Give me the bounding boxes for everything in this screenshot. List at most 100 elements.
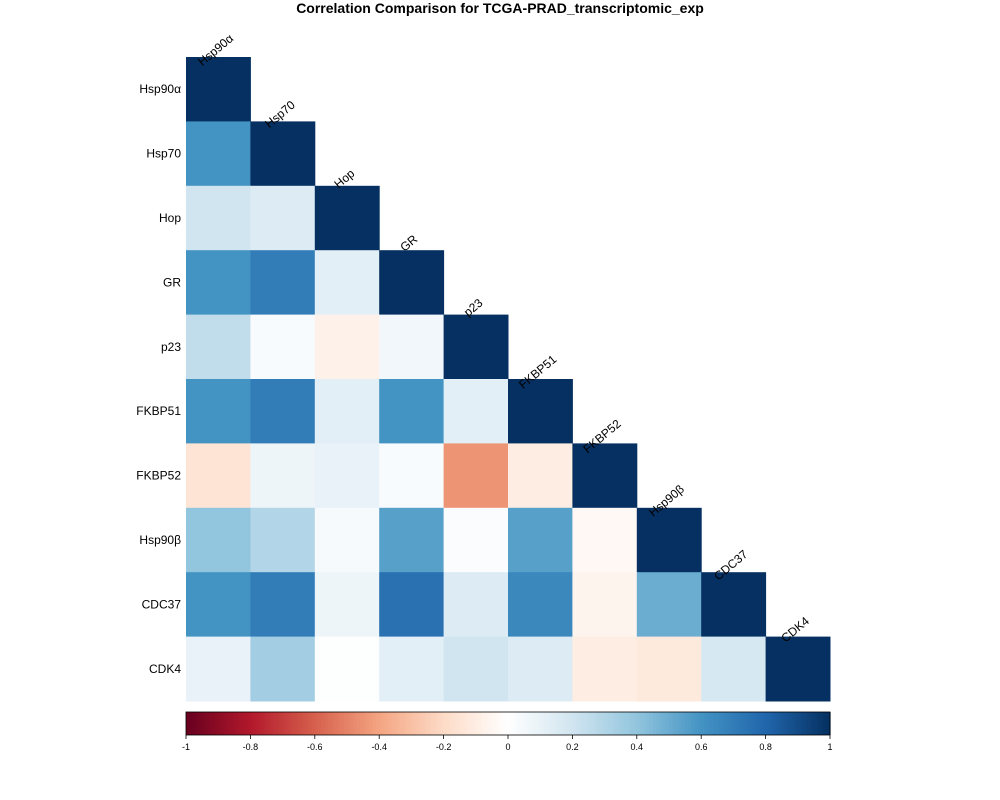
colorbar-segment [688, 712, 693, 735]
colorbar-segment [221, 712, 226, 735]
colorbar-segment [295, 712, 300, 735]
colorbar-segment [363, 712, 367, 735]
colorbar-segment [530, 712, 535, 735]
heatmap-cell [443, 443, 509, 509]
heatmap-cell [572, 443, 638, 509]
colorbar-segment [598, 712, 602, 735]
colorbar-segment [588, 712, 593, 735]
heatmap-cell [314, 314, 380, 380]
heatmap-cell [250, 121, 316, 187]
colorbar-segment [269, 712, 274, 735]
heatmap-cell [379, 250, 445, 316]
colorbar-segment [401, 712, 406, 735]
colorbar-segment [607, 712, 612, 735]
colorbar-segment [218, 712, 223, 735]
colorbar-segment [617, 712, 622, 735]
colorbar-segment [279, 712, 284, 735]
colorbar-segment [659, 712, 664, 735]
colorbar-segment [398, 712, 403, 735]
heatmap-cell [443, 636, 509, 702]
colorbar-segment [559, 712, 564, 735]
row-label: Hsp90α [139, 82, 181, 96]
colorbar-segment [640, 712, 644, 735]
colorbar-segment [823, 712, 828, 735]
row-label: FKBP52 [136, 469, 181, 483]
colorbar-segment [488, 712, 493, 735]
heatmap-cell [314, 443, 380, 509]
colorbar-segment [231, 712, 235, 735]
colorbar-segment [524, 712, 528, 735]
heatmap-cell [186, 185, 251, 251]
colorbar-segment [198, 712, 203, 735]
row-labels: Hsp90α Hsp70 Hop GR p23 FKBP51 FKBP52 Hsp90β CDC… [136, 82, 181, 676]
colorbar-segment [289, 712, 293, 735]
colorbar-segment [276, 712, 280, 735]
colorbar-segment [253, 712, 258, 735]
heatmap-cell [186, 57, 251, 122]
colorbar-segment [601, 712, 606, 735]
colorbar-segment [649, 712, 654, 735]
row-label: GR [163, 275, 181, 289]
colorbar-segment [382, 712, 387, 735]
colorbar-segment [697, 712, 702, 735]
colorbar-tick-label: -1 [182, 742, 190, 752]
colorbar-segment [694, 712, 699, 735]
colorbar-segment [817, 712, 821, 735]
colorbar-segment [388, 712, 393, 735]
heatmap-cell [443, 379, 509, 444]
colorbar-segment [704, 712, 709, 735]
colorbar-segment [369, 712, 374, 735]
colorbar-segment [456, 712, 461, 735]
colorbar-segment [508, 712, 512, 735]
heatmap-cell [314, 572, 380, 638]
heatmap-cell [186, 636, 251, 702]
colorbar-segment [234, 712, 239, 735]
colorbar-segment [627, 712, 631, 735]
colorbar-segment [443, 712, 448, 735]
colorbar-segment [453, 712, 458, 735]
colorbar-segment [759, 712, 763, 735]
colorbar-segment [656, 712, 660, 735]
colorbar-segment [662, 712, 667, 735]
colorbar-segment [669, 712, 673, 735]
colorbar-segment [424, 712, 429, 735]
colorbar-segment [334, 712, 338, 735]
colorbar-segment [466, 712, 470, 735]
colorbar-segment [272, 712, 277, 735]
heatmap-cell [250, 185, 316, 251]
heatmap-cell [443, 507, 509, 573]
colorbar-tick-label: 0 [505, 742, 510, 752]
colorbar-segment [768, 712, 773, 735]
colorbar-segment [366, 712, 371, 735]
colorbar-segment [343, 712, 348, 735]
heatmap-cell [186, 379, 251, 444]
colorbar-segment [250, 712, 255, 735]
colorbar-segment [788, 712, 792, 735]
colorbar-tick-label: 0.6 [695, 742, 708, 752]
colorbar-segment [730, 712, 734, 735]
heatmap-cell [250, 250, 316, 316]
heatmap-cell [508, 572, 573, 638]
heatmap-cell [572, 572, 638, 638]
colorbar-segment [189, 712, 194, 735]
colorbar-segment [714, 712, 718, 735]
colorbar-segment [446, 712, 451, 735]
colorbar-segment [347, 712, 351, 735]
colorbar-segment [794, 712, 799, 735]
colorbar-segment [437, 712, 441, 735]
colorbar-segment [717, 712, 722, 735]
colorbar-segment [540, 712, 545, 735]
colorbar-segment [186, 712, 190, 735]
heatmap-cell [379, 572, 445, 638]
colorbar-segment [743, 712, 747, 735]
colorbar-segment [495, 712, 499, 735]
row-label: Hop [159, 211, 181, 225]
colorbar-segment [314, 712, 319, 735]
colorbar-segment [517, 712, 522, 735]
colorbar-segment [804, 712, 809, 735]
colorbar-segment [749, 712, 754, 735]
colorbar-segment [733, 712, 738, 735]
colorbar-segment [440, 712, 445, 735]
colorbar-tick-label: 1 [827, 742, 832, 752]
colorbar-segment [450, 712, 454, 735]
